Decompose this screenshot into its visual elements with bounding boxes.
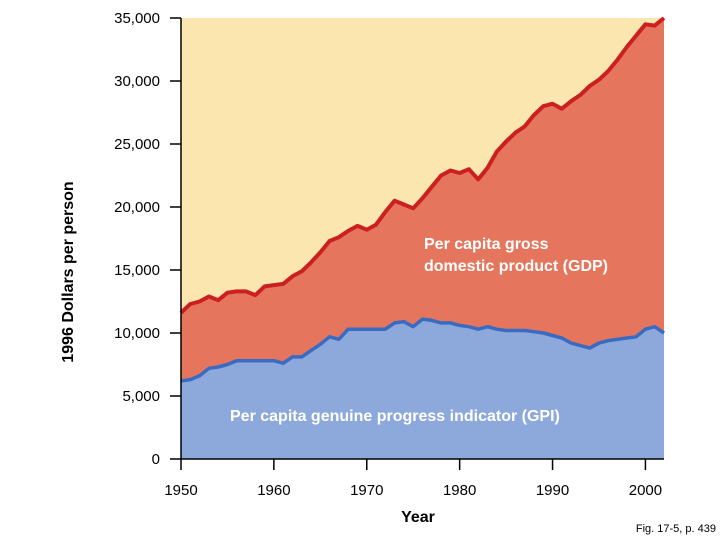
x-tick-label: 1970 xyxy=(350,482,383,499)
gdp-line xyxy=(179,16,666,315)
y-tick-label: 15,000 xyxy=(114,262,160,279)
gpi-annotation: Per capita genuine progress indicator (G… xyxy=(230,408,560,425)
y-tick-label: 35,000 xyxy=(114,10,160,27)
y-axis-label: 1996 Dollars per person xyxy=(60,181,77,362)
gdp-annotation-line-1: Per capita gross xyxy=(424,236,549,253)
gpi-line xyxy=(180,317,665,383)
y-tick-label: 25,000 xyxy=(114,136,160,153)
x-tick-label: 1990 xyxy=(536,482,569,499)
x-tick-label: 1950 xyxy=(164,482,197,499)
x-axis-label: Year xyxy=(401,509,435,526)
x-tick-label: 2000 xyxy=(629,482,662,499)
x-tick-label: 1960 xyxy=(257,482,290,499)
axes xyxy=(180,18,664,460)
y-tick-label: 0 xyxy=(152,451,160,468)
y-tick-label: 30,000 xyxy=(114,73,160,90)
y-ticks: 0 5,000 10,000 15,000 20,000 25,000 30,000 35,0… xyxy=(114,10,181,468)
y-tick-label: 20,000 xyxy=(114,199,160,216)
y-tick-label: 10,000 xyxy=(114,325,160,342)
x-tick-label: 1980 xyxy=(443,482,476,499)
figure-caption: Fig. 17-5, p. 439 xyxy=(636,523,716,535)
x-ticks: 1950 1960 1970 1980 1990 2000 xyxy=(164,459,662,499)
gpi-area xyxy=(181,319,664,459)
y-tick-label: 5,000 xyxy=(122,388,160,405)
gdp-annotation-line-2: domestic product (GDP) xyxy=(424,258,608,275)
